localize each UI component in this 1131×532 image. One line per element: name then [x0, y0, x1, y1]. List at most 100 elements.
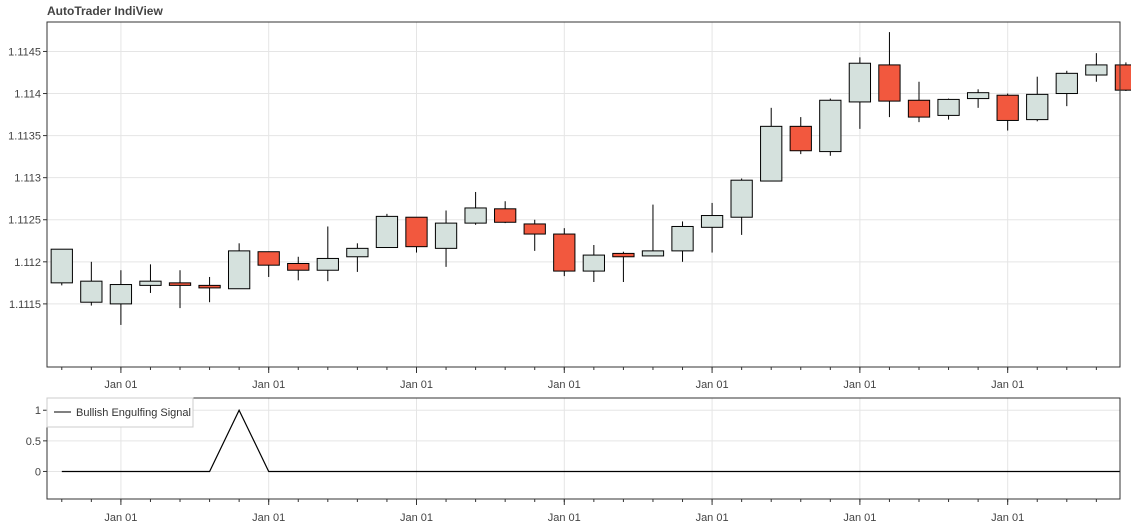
candle-body — [109, 284, 133, 305]
signal-ytick-label: 0 — [35, 466, 41, 478]
price-panel-frame — [46, 21, 1121, 368]
signal-xtick-label: Jan 01 — [991, 512, 1024, 524]
candle-body — [168, 282, 192, 286]
signal-grid — [47, 398, 1120, 499]
candle-body — [494, 208, 517, 223]
signal-xtick-label: Jan 01 — [696, 512, 729, 524]
legend-label: Bullish Engulfing Signal — [76, 407, 191, 419]
price-ytick-label: 1.1135 — [8, 131, 41, 143]
candle — [168, 270, 192, 309]
candle — [966, 89, 990, 108]
candle-body — [50, 248, 73, 284]
candle — [139, 264, 162, 293]
candle — [257, 251, 280, 277]
candle — [1026, 76, 1049, 122]
candle — [582, 244, 605, 283]
candle — [760, 107, 783, 182]
candle-body — [257, 251, 280, 266]
candle — [1114, 62, 1131, 91]
candle — [730, 178, 753, 235]
candle-body — [612, 252, 635, 258]
candle — [553, 228, 576, 277]
candle-body — [464, 207, 487, 224]
price-y-axis: 1.1115 1.112 1.1125 1.113 1.1135 1.114 1.1145 — [8, 46, 47, 311]
candle-body — [671, 225, 694, 252]
candle-body — [1026, 93, 1049, 121]
candle-body — [553, 233, 576, 272]
candle — [405, 216, 428, 253]
candle — [375, 213, 399, 249]
signal-y-axis: 00.51 — [26, 405, 47, 478]
candle — [80, 261, 103, 306]
candle-body — [996, 94, 1019, 121]
price-xtick-label: Jan 01 — [400, 379, 433, 391]
candle-body — [1085, 64, 1108, 76]
signal-series-line — [61, 408, 1120, 473]
candle — [494, 201, 517, 224]
price-ytick-label: 1.1125 — [8, 215, 41, 227]
signal-ytick-label: 1 — [35, 405, 41, 417]
candle — [464, 191, 487, 225]
candle — [287, 256, 310, 281]
candle-body — [405, 216, 428, 248]
candle — [671, 221, 694, 262]
signal-xtick-label: Jan 01 — [104, 512, 137, 524]
price-ytick-label: 1.113 — [14, 173, 41, 185]
candle — [848, 57, 872, 129]
price-xtick-label: Jan 01 — [991, 379, 1024, 391]
candle-body — [966, 92, 990, 100]
candle — [1055, 70, 1078, 107]
candle-body — [730, 179, 753, 218]
candle — [789, 117, 812, 155]
price-ytick-label: 1.114 — [14, 89, 41, 101]
signal-lines — [61, 408, 1120, 473]
chart-title: AutoTrader IndiView — [47, 4, 163, 18]
candle-body — [641, 250, 665, 257]
price-xtick-label: Jan 01 — [104, 379, 137, 391]
candle-body — [700, 215, 724, 228]
candle — [937, 98, 960, 120]
legend-box — [46, 397, 194, 428]
candle-body — [80, 280, 103, 303]
signal-panel-frame — [46, 397, 1121, 500]
candle — [612, 251, 635, 283]
candle-body — [287, 263, 310, 271]
candle-body — [198, 284, 221, 289]
candle — [878, 32, 901, 118]
candle-body — [523, 223, 546, 235]
candle-body — [434, 222, 458, 249]
price-ytick-label: 1.112 — [14, 257, 41, 269]
signal-xtick-label: Jan 01 — [843, 512, 876, 524]
signal-xtick-label: Jan 01 — [400, 512, 433, 524]
candle — [641, 204, 665, 257]
signal-xtick-label: Jan 01 — [252, 512, 285, 524]
price-xtick-label: Jan 01 — [843, 379, 876, 391]
price-xtick-label: Jan 01 — [696, 379, 729, 391]
candle-body — [1055, 72, 1078, 95]
candle-body — [878, 64, 901, 102]
signal-x-axis: Jan 01 Jan 01 Jan 01 Jan 01 Jan 01 Jan 01 Jan … — [61, 499, 1097, 524]
candle — [50, 248, 73, 286]
candle — [700, 202, 724, 253]
candle-body — [789, 125, 812, 152]
candle — [316, 226, 339, 282]
price-grid — [47, 22, 1120, 367]
signal-panel: 00.51 Jan 01 Jan 01 Jan 01 Jan 01 Jan 01 Jan … — [26, 397, 1121, 524]
candle-body — [1114, 64, 1131, 91]
candle — [227, 243, 251, 290]
candle-body — [907, 99, 931, 118]
candle-body — [760, 125, 783, 182]
candle — [819, 98, 842, 156]
signal-legend: Bullish Engulfing Signal — [46, 397, 194, 428]
candle — [346, 243, 369, 272]
candle — [996, 93, 1019, 131]
candle-body — [582, 254, 605, 272]
candle — [434, 210, 458, 267]
candle — [1085, 53, 1108, 82]
price-xtick-label: Jan 01 — [548, 379, 581, 391]
candle — [907, 81, 931, 123]
signal-xtick-label: Jan 01 — [548, 512, 581, 524]
candle — [109, 270, 133, 325]
